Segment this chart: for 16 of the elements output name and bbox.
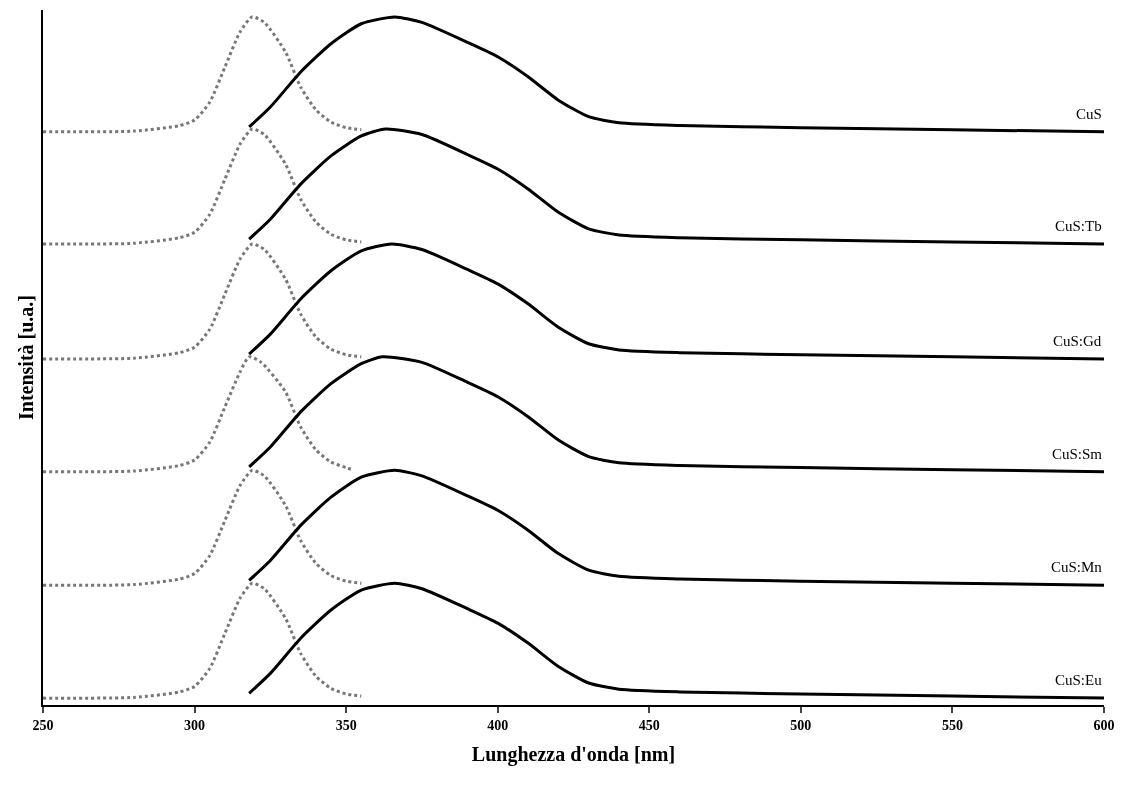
series-label: CuS:Gd [1053,333,1102,349]
x-tick-label: 350 [335,717,357,733]
x-axis-title: Lunghezza d'onda [nm] [471,742,676,766]
series-label: CuS:Mn [1051,559,1103,575]
x-tick-label: 600 [1093,717,1115,733]
x-tick-label: 550 [941,717,963,733]
series-label: CuS [1076,106,1102,122]
x-tick-label: 250 [32,717,54,733]
x-tick-label: 500 [790,717,812,733]
x-tick-label: 400 [487,717,509,733]
x-tick-label: 450 [638,717,660,733]
series-label: CuS:Sm [1052,446,1103,462]
x-tick-label: 300 [184,717,206,733]
series-label: CuS:Tb [1055,218,1102,234]
series-label: CuS:Eu [1055,672,1103,688]
y-axis-title: Intensità [u.a.] [15,294,37,421]
